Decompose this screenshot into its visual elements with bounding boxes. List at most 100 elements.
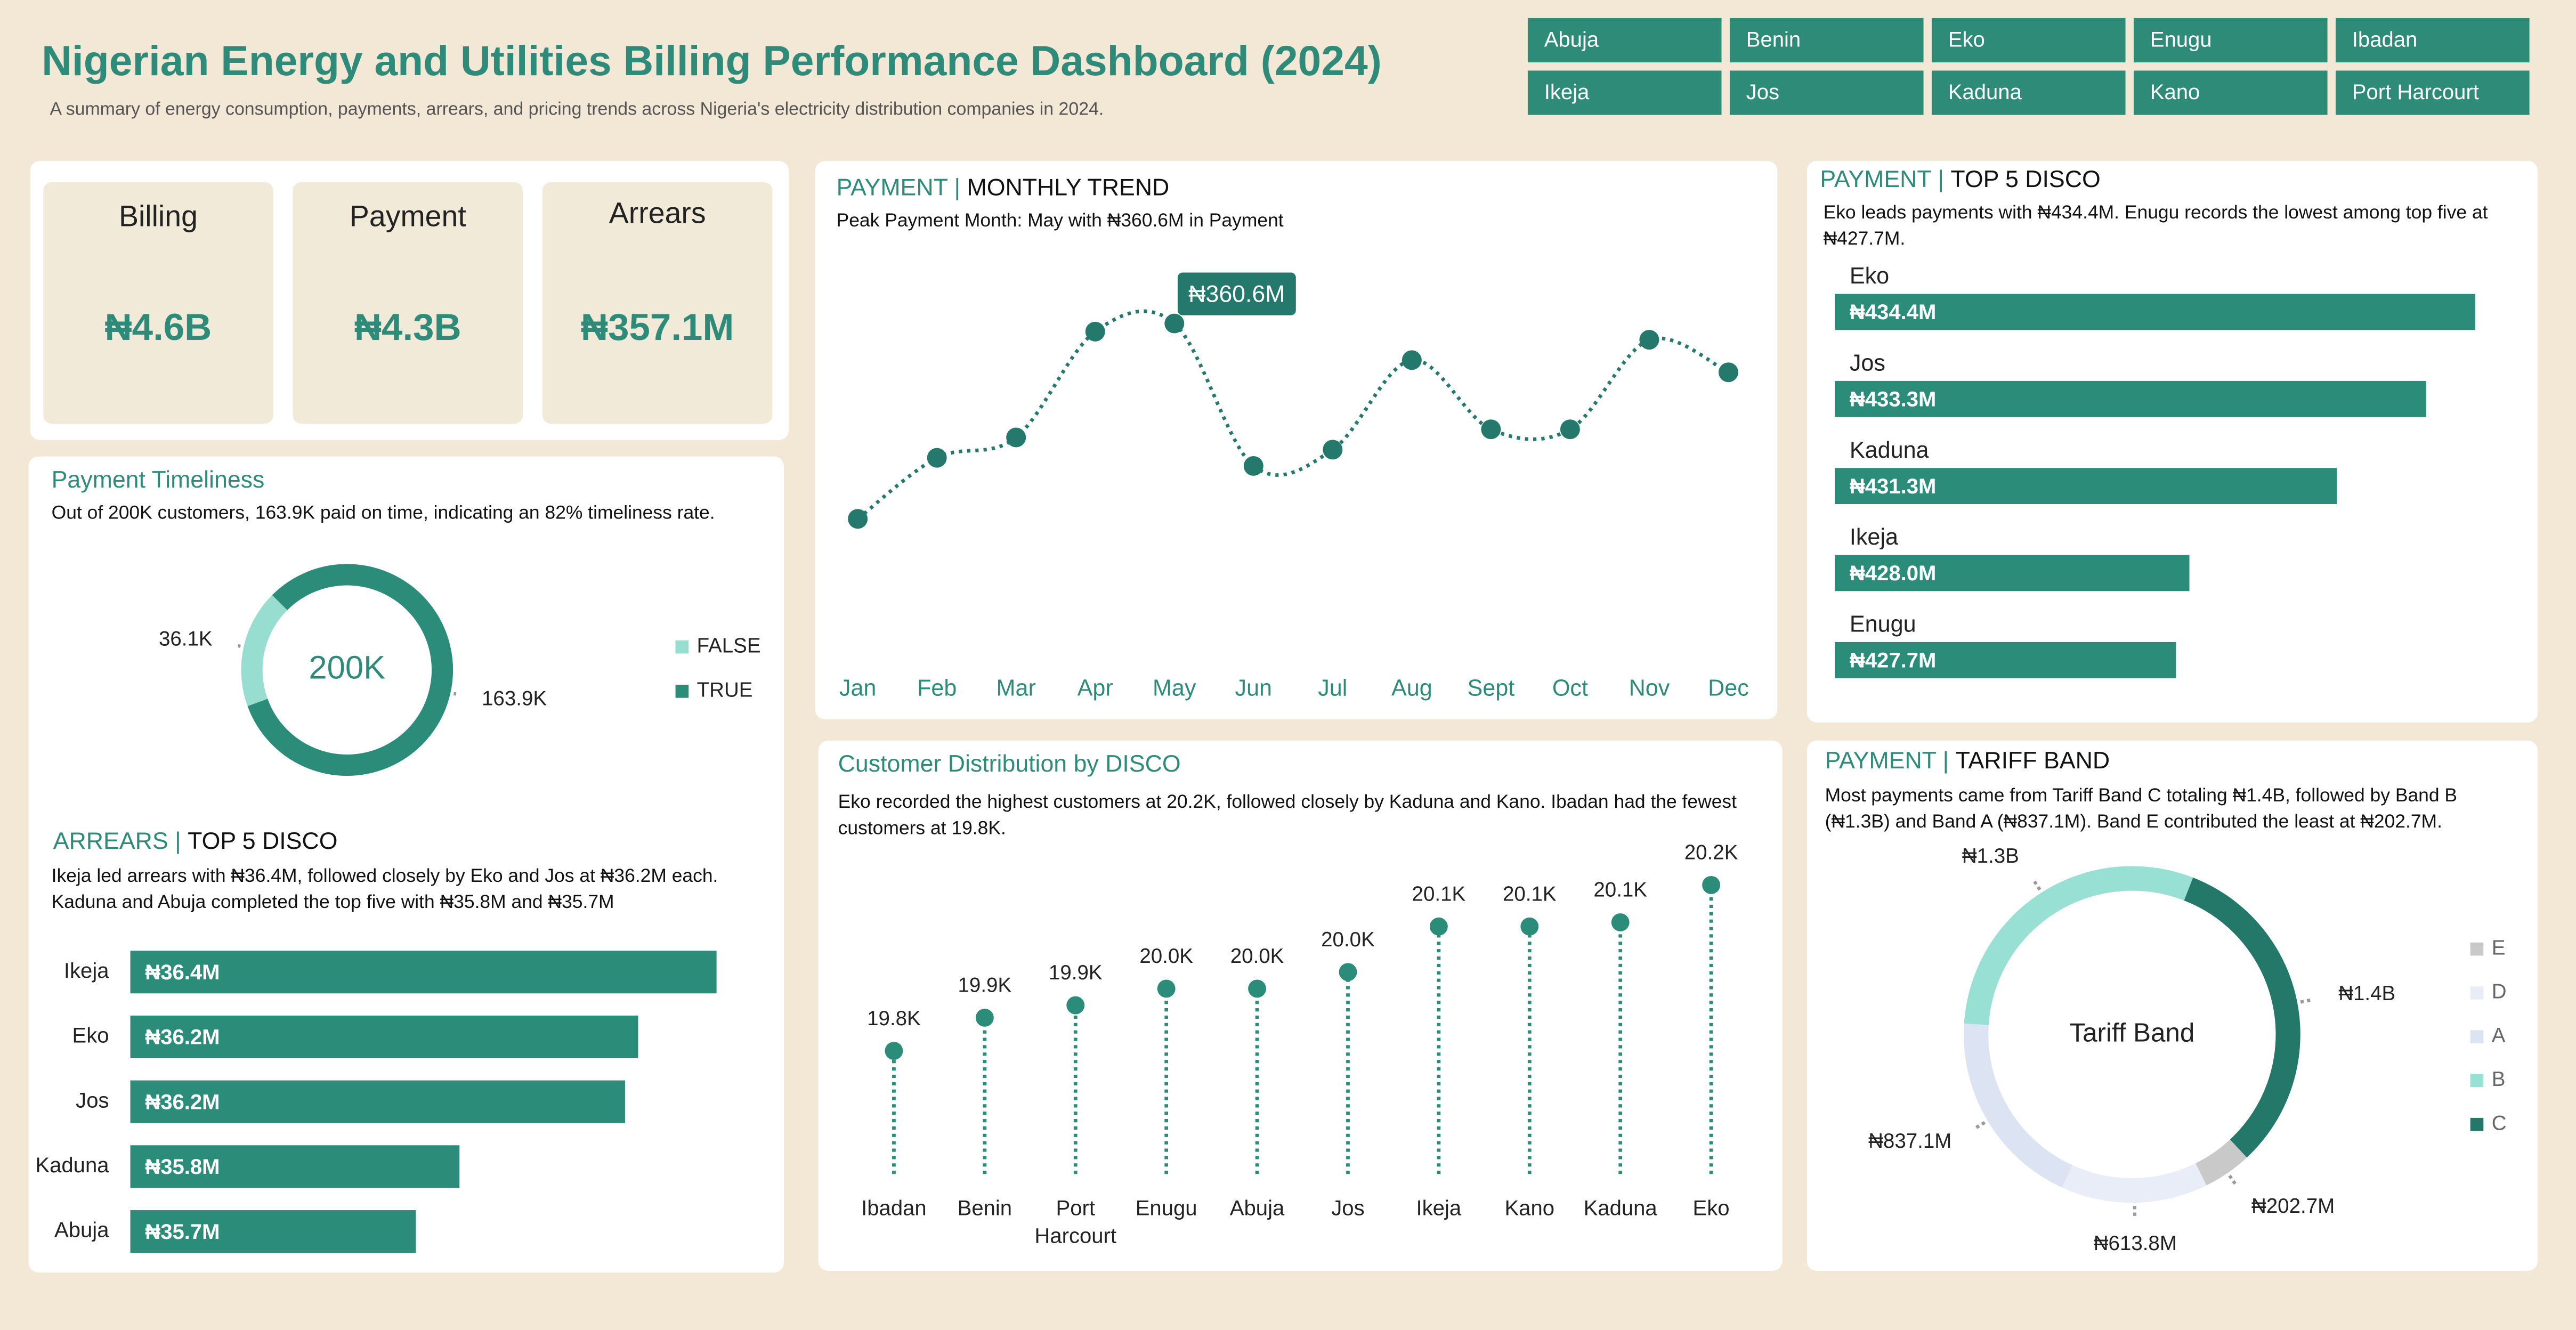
bar bbox=[1835, 468, 2337, 505]
slicer-background bbox=[1729, 70, 1924, 115]
data-label: 36.1K bbox=[159, 627, 213, 650]
donut-slice bbox=[2195, 1139, 2247, 1186]
x-tick-label: Enugu bbox=[1135, 1195, 1197, 1220]
leader-line bbox=[2031, 878, 2042, 891]
data-label: 19.9K bbox=[958, 974, 1012, 997]
slicer-label: Kano bbox=[2150, 80, 2200, 104]
monthly-trend-panel bbox=[815, 160, 1778, 719]
donut-slice bbox=[2062, 1163, 2207, 1203]
x-tick-label: Apr bbox=[1078, 676, 1113, 701]
lollipop-head bbox=[1520, 917, 1539, 936]
data-label: 20.1K bbox=[1412, 882, 1466, 905]
slicer-button[interactable]: Enugu bbox=[2133, 18, 2328, 63]
x-tick-label-box: Benin bbox=[958, 1195, 1012, 1220]
lollipop-head bbox=[1066, 996, 1085, 1015]
slicer-background bbox=[1527, 18, 1722, 63]
leader-line bbox=[2300, 998, 2313, 1004]
title-prefix: PAYMENT | bbox=[1820, 166, 1944, 192]
kpi-label: Billing bbox=[119, 199, 198, 232]
lollipop-head bbox=[975, 1008, 994, 1027]
category-label: Eko bbox=[1850, 263, 1889, 289]
category-label: Enugu bbox=[1850, 611, 1916, 637]
slicer-button[interactable]: Port Harcourt bbox=[2335, 70, 2530, 115]
legend-swatch bbox=[2470, 942, 2484, 956]
panel-subtitle-box: Eko recorded the highest customers at 20… bbox=[838, 793, 1737, 839]
x-tick-label: Jos bbox=[1331, 1195, 1365, 1220]
slicer-button[interactable]: Kano bbox=[2133, 70, 2328, 115]
bar-value-label: ₦433.3M bbox=[1850, 387, 1937, 411]
x-tick-label-box: Eko bbox=[1693, 1195, 1730, 1220]
trend-point bbox=[1481, 419, 1501, 440]
slicer-label: Port Harcourt bbox=[2352, 80, 2479, 104]
title-main: TOP 5 DISCO bbox=[1950, 166, 2100, 192]
panel-subtitle-box: Eko leads payments with ₦434.4M. Enugu r… bbox=[1824, 204, 2488, 249]
trend-point bbox=[1085, 321, 1105, 342]
slicer-button[interactable]: Eko bbox=[1931, 18, 2126, 63]
bar-value-label: ₦35.8M bbox=[145, 1155, 220, 1179]
panel-subtitle-box: Out of 200K customers, 163.9K paid on ti… bbox=[51, 504, 715, 524]
title-main: TARIFF BAND bbox=[1956, 748, 2110, 774]
title-main: MONTHLY TREND bbox=[967, 174, 1170, 200]
data-label: 20.1K bbox=[1503, 882, 1557, 905]
x-tick-label: Aug bbox=[1391, 676, 1432, 701]
x-tick-label: Ibadan bbox=[861, 1195, 927, 1220]
customer-distribution-panel bbox=[818, 740, 1783, 1271]
legend-label: FALSE bbox=[697, 634, 761, 657]
category-label: Jos bbox=[76, 1089, 109, 1112]
slicer-button[interactable]: Kaduna bbox=[1931, 70, 2126, 115]
bar bbox=[130, 1015, 638, 1059]
bar bbox=[1835, 642, 2176, 678]
slicer-label: Kaduna bbox=[1948, 80, 2022, 104]
title-prefix: PAYMENT | bbox=[1825, 748, 1949, 774]
category-label: Abuja bbox=[54, 1219, 109, 1242]
legend-label: TRUE bbox=[697, 678, 753, 701]
slicer-button[interactable]: Benin bbox=[1729, 18, 1924, 63]
lollipop-head bbox=[1339, 963, 1357, 982]
title-main: Customer Distribution by DISCO bbox=[838, 751, 1181, 777]
donut-slice bbox=[1964, 1023, 2073, 1188]
slicer-label: Benin bbox=[1746, 28, 1801, 52]
data-label: 20.0K bbox=[1139, 945, 1193, 968]
data-label: ₦613.8M bbox=[2094, 1232, 2177, 1255]
panel-subtitle-box: Ikeja led arrears with ₦36.4M, followed … bbox=[52, 867, 718, 913]
panel-title: PAYMENT | TARIFF BAND bbox=[1825, 748, 2110, 774]
slicer-button[interactable]: Ibadan bbox=[2335, 18, 2530, 63]
panel-title: ARREARS | TOP 5 DISCO bbox=[53, 828, 338, 854]
data-label: 19.9K bbox=[1049, 961, 1103, 984]
data-label: 20.0K bbox=[1321, 928, 1375, 951]
slicer-background bbox=[2133, 18, 2328, 63]
x-tick-label-box: Ibadan bbox=[861, 1195, 927, 1220]
slicer-label: Eko bbox=[1948, 28, 1985, 52]
data-label: ₦1.3B bbox=[1962, 845, 2019, 867]
slicer-button[interactable]: Ikeja bbox=[1527, 70, 1722, 115]
panel-subtitle: Out of 200K customers, 163.9K paid on ti… bbox=[51, 504, 715, 524]
data-label: 19.8K bbox=[867, 1007, 921, 1030]
kpi-card bbox=[43, 182, 273, 424]
x-tick-label-box: Jos bbox=[1331, 1195, 1365, 1220]
x-tick-label: Dec bbox=[1708, 676, 1749, 701]
slicer-background bbox=[2335, 18, 2530, 63]
legend-label: A bbox=[2492, 1024, 2506, 1047]
slicer-button[interactable]: Jos bbox=[1729, 70, 1924, 115]
trend-point bbox=[1560, 419, 1580, 440]
x-tick-label: Oct bbox=[1552, 676, 1588, 701]
category-label: Jos bbox=[1850, 350, 1885, 376]
trend-point bbox=[927, 448, 947, 468]
dashboard-title: Nigerian Energy and Utilities Billing Pe… bbox=[42, 37, 1382, 84]
slicer-background bbox=[2133, 70, 2328, 115]
x-tick-label-box: Kaduna bbox=[1584, 1195, 1657, 1220]
title-prefix: PAYMENT | bbox=[837, 174, 961, 200]
x-tick-label-box: Port Harcourt bbox=[1034, 1195, 1116, 1248]
x-tick-label: Sept bbox=[1468, 676, 1515, 701]
x-tick-label: Feb bbox=[917, 676, 957, 701]
legend-label: C bbox=[2492, 1112, 2507, 1134]
leader-line bbox=[2228, 1174, 2238, 1187]
annotation-label: ₦360.6M bbox=[1188, 281, 1285, 307]
slicer-background bbox=[1931, 18, 2126, 63]
slicer-button[interactable]: Abuja bbox=[1527, 18, 1722, 63]
data-label: ₦202.7M bbox=[2251, 1195, 2335, 1218]
lollipop-head bbox=[1429, 917, 1448, 936]
panel-subtitle: Peak Payment Month: May with ₦360.6M in … bbox=[836, 212, 1284, 232]
